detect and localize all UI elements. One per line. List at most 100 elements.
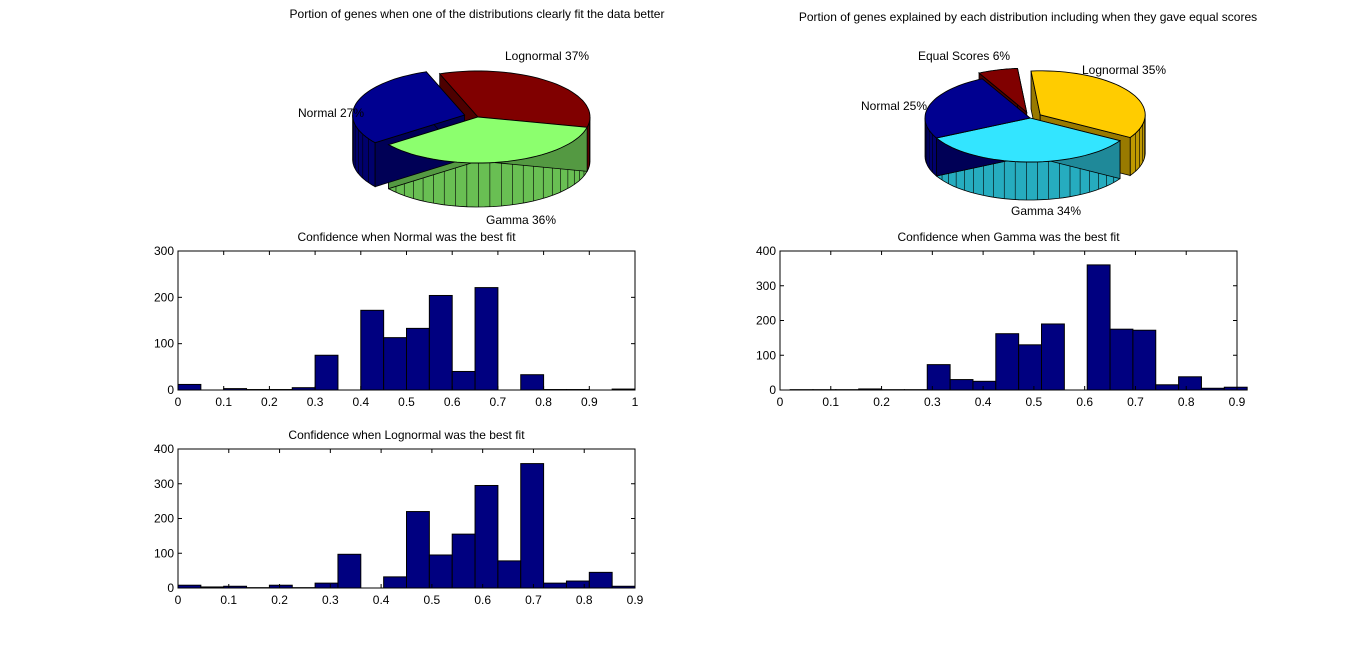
hist2-bar-13	[1086, 264, 1111, 391]
hist1-xtick-label-3: 0.3	[307, 395, 324, 409]
hist1-bar-6	[314, 354, 339, 391]
pie2-label-gamma: Gamma 34%	[1011, 204, 1081, 218]
hist1-xtick-label-1: 0.1	[215, 395, 232, 409]
pie1-label-gamma: Gamma 36%	[486, 213, 556, 227]
hist2-xtick-label-1: 0.1	[822, 395, 839, 409]
hist1-bar-13	[474, 287, 499, 391]
pie-chart-with-equal-scores: Portion of genes explained by each distr…	[799, 10, 1257, 218]
hist3-bar-12	[451, 533, 476, 589]
hist1-xtick-label-8: 0.8	[535, 395, 552, 409]
hist1-ytick-label-0: 0	[167, 383, 174, 397]
hist1-ytick-label-3: 300	[154, 244, 174, 258]
hist2-bar-9	[995, 333, 1020, 391]
hist3-ytick-label-0: 0	[167, 581, 174, 595]
hist3-bar-16	[543, 582, 567, 589]
hist2-ytick-label-1: 100	[756, 348, 776, 362]
hist1-xtick-label-0: 0	[175, 395, 182, 409]
hist3-ytick-label-3: 300	[154, 477, 174, 491]
hist1-bar-10	[406, 327, 430, 391]
hist3-xtick-label-9: 0.9	[627, 593, 644, 607]
hist2-xtick-label-2: 0.2	[873, 395, 890, 409]
hist1-title: Confidence when Normal was the best fit	[297, 230, 516, 244]
hist2-title: Confidence when Gamma was the best fit	[897, 230, 1120, 244]
pie2-title: Portion of genes explained by each distr…	[799, 10, 1257, 24]
hist3-title: Confidence when Lognormal was the best f…	[288, 428, 525, 442]
hist3-xtick-label-0: 0	[175, 593, 182, 607]
hist3-bar-7	[337, 553, 362, 589]
hist3-bar-6	[314, 582, 339, 589]
hist3-ytick-label-1: 100	[154, 546, 174, 560]
pie2-slice-3	[978, 67, 1028, 114]
hist2-ytick-label-0: 0	[769, 383, 776, 397]
pie2-slice-2	[924, 78, 1032, 139]
hist3-xtick-label-8: 0.8	[576, 593, 593, 607]
hist2-xtick-label-8: 0.8	[1178, 395, 1195, 409]
hist1-bar-0	[177, 383, 202, 391]
hist3-bar-13	[474, 484, 499, 589]
hist2-bar-10	[1018, 344, 1043, 391]
hist3-xtick-label-4: 0.4	[373, 593, 390, 607]
hist1-bar-9	[383, 337, 407, 391]
hist3-xtick-label-6: 0.6	[474, 593, 491, 607]
hist3-xtick-label-5: 0.5	[424, 593, 441, 607]
hist1-xtick-label-10: 1	[632, 395, 639, 409]
hist3-xtick-label-3: 0.3	[322, 593, 339, 607]
hist2-xtick-label-4: 0.4	[975, 395, 992, 409]
pie2-label-lognormal: Lognormal 35%	[1082, 63, 1166, 77]
hist2-ytick-label-3: 300	[756, 279, 776, 293]
hist3-bar-15	[520, 463, 545, 589]
hist2-bar-15	[1132, 329, 1157, 391]
hist3-bar-9	[383, 576, 407, 589]
hist1-xtick-label-2: 0.2	[261, 395, 278, 409]
pie1-title: Portion of genes when one of the distrib…	[290, 7, 665, 21]
hist3-xtick-label-2: 0.2	[271, 593, 288, 607]
pie1-slice-0	[438, 70, 591, 128]
pie1-label-lognormal: Lognormal 37%	[505, 49, 589, 63]
hist3-bar-10	[406, 511, 430, 589]
pie2-slice-0	[1030, 70, 1146, 138]
hist2-xtick-label-6: 0.6	[1076, 395, 1093, 409]
hist2-bar-17	[1178, 376, 1202, 391]
hist2-xtick-label-0: 0	[777, 395, 784, 409]
hist2-bar-14	[1109, 328, 1134, 391]
pie2-label-normal: Normal 25%	[861, 99, 927, 113]
hist1-bar-11	[428, 294, 453, 391]
hist3-ytick-label-2: 200	[154, 512, 174, 526]
hist2-xtick-label-3: 0.3	[924, 395, 941, 409]
hist2-xtick-label-5: 0.5	[1026, 395, 1043, 409]
hist2-ytick-label-4: 400	[756, 244, 776, 258]
hist1-ytick-label-2: 200	[154, 290, 174, 304]
pie-chart-clear-fit: Portion of genes when one of the distrib…	[290, 7, 665, 227]
hist1-xtick-label-4: 0.4	[352, 395, 369, 409]
hist2-bar-7	[949, 379, 974, 391]
pie1-slice-1	[387, 116, 588, 164]
hist1-xtick-label-7: 0.7	[490, 395, 507, 409]
histogram-lognormal-confidence: Confidence when Lognormal was the best f…	[154, 428, 644, 607]
hist1-xtick-label-6: 0.6	[444, 395, 461, 409]
hist1-ytick-label-1: 100	[154, 337, 174, 351]
hist1-xtick-label-5: 0.5	[398, 395, 415, 409]
hist3-ytick-label-4: 400	[154, 442, 174, 456]
hist3-bar-18	[588, 571, 613, 589]
hist2-bar-16	[1155, 384, 1180, 391]
hist1-bar-8	[360, 309, 385, 391]
hist2-bar-6	[926, 364, 951, 391]
pie2-label-equal-scores: Equal Scores 6%	[918, 49, 1010, 63]
hist3-xtick-label-1: 0.1	[220, 593, 237, 607]
pie2-slice-1	[935, 117, 1122, 163]
hist2-xtick-label-7: 0.7	[1127, 395, 1144, 409]
hist3-bar-14	[497, 560, 522, 589]
pie1-label-normal: Normal 27%	[298, 106, 364, 120]
hist1-xtick-label-9: 0.9	[581, 395, 598, 409]
histogram-normal-confidence: Confidence when Normal was the best fit 0…	[154, 230, 639, 409]
hist3-bar-11	[428, 554, 453, 589]
hist3-bar-17	[565, 580, 590, 589]
hist3-xtick-label-7: 0.7	[525, 593, 542, 607]
hist1-bar-15	[520, 374, 545, 391]
hist2-bar-8	[972, 380, 997, 391]
hist2-ytick-label-2: 200	[756, 314, 776, 328]
hist2-xtick-label-9: 0.9	[1229, 395, 1246, 409]
hist2-bar-11	[1041, 323, 1065, 391]
